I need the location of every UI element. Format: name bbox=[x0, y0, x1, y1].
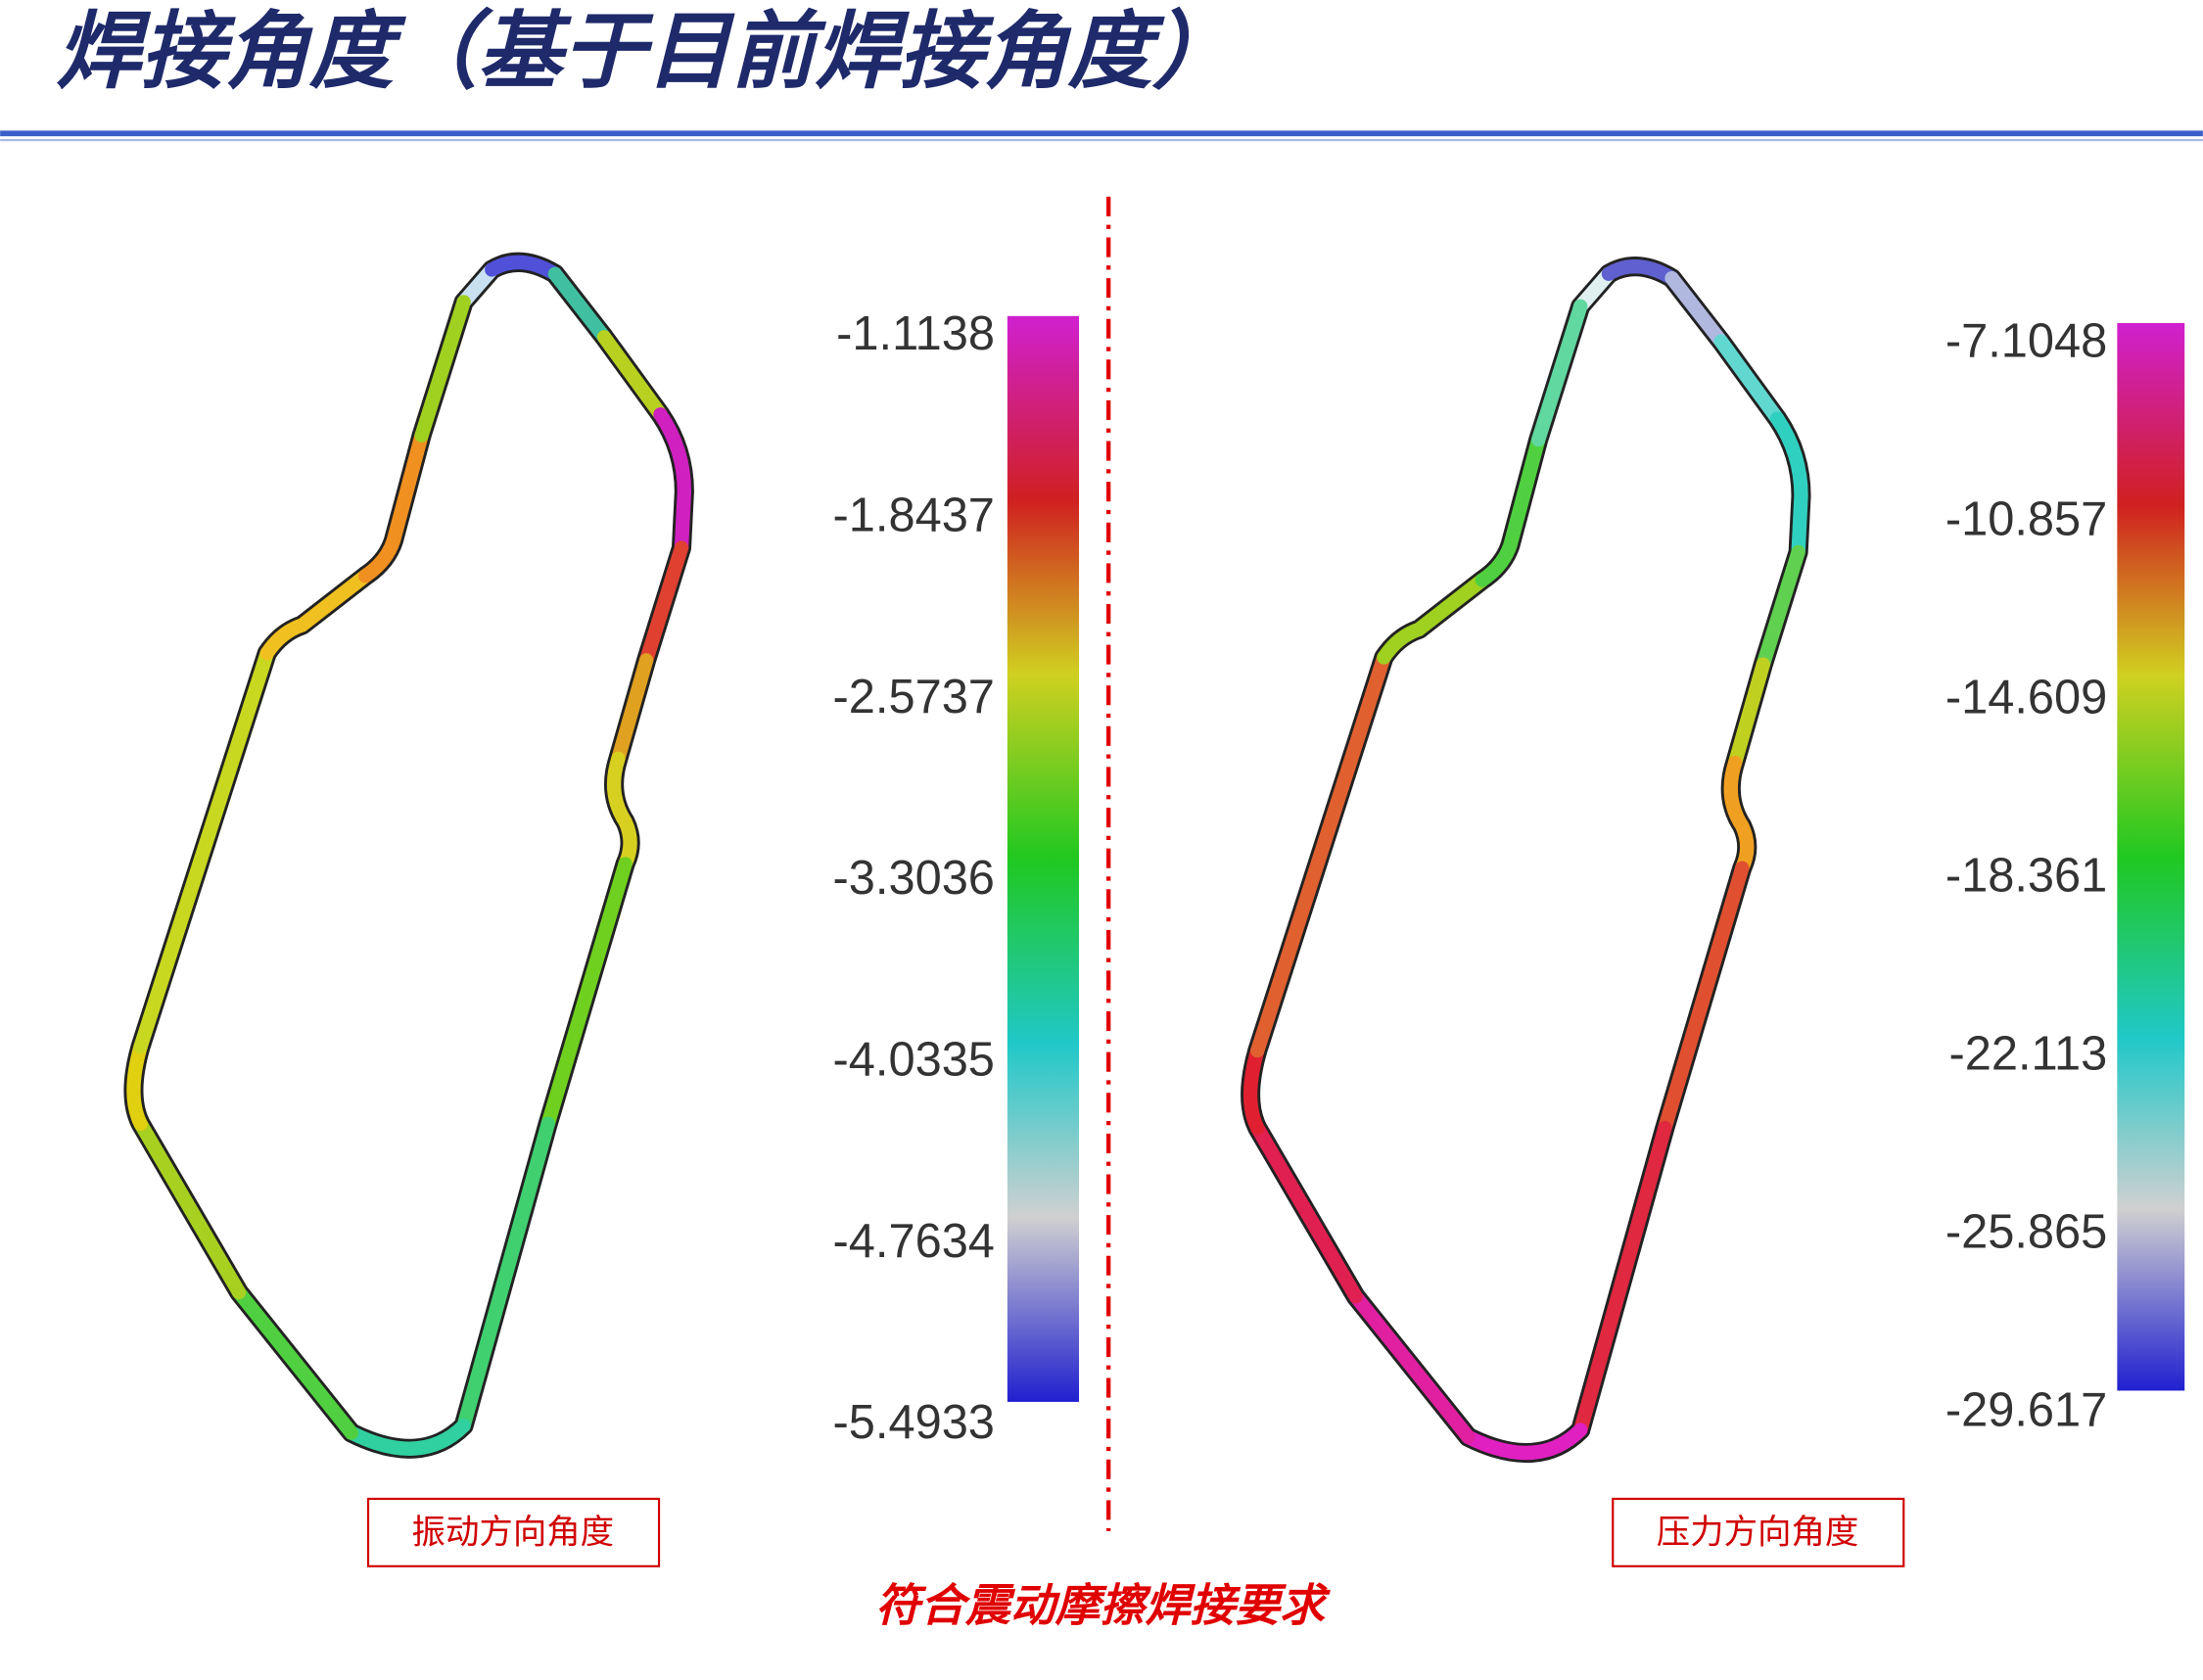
contour-segment bbox=[344, 1419, 471, 1456]
contour-outline bbox=[1241, 257, 1811, 1464]
colorbar-tick-label: -25.865 bbox=[1945, 1205, 2107, 1258]
colorbar-tick-label: -22.113 bbox=[1949, 1027, 2108, 1080]
colorbar-tick-label: -14.609 bbox=[1945, 671, 2107, 723]
contour-segment bbox=[1242, 1044, 1265, 1136]
caption-box bbox=[1612, 1497, 1905, 1567]
title-rule bbox=[0, 130, 2203, 137]
colorbar-tick-label: -1.1138 bbox=[836, 307, 995, 360]
contour-segment bbox=[1723, 755, 1755, 875]
contour-segment bbox=[414, 295, 471, 443]
colorbar-tick-label: -4.7634 bbox=[833, 1215, 995, 1268]
contour-segment bbox=[1573, 1120, 1672, 1437]
colorbar-tick-label: -10.857 bbox=[1945, 492, 2107, 545]
contour-segment bbox=[1573, 266, 1617, 313]
colorbar bbox=[1007, 315, 1080, 1402]
caption-box bbox=[366, 1497, 661, 1567]
contour-segment bbox=[456, 1116, 555, 1433]
colorbar-tick-label: -29.617 bbox=[1945, 1383, 2107, 1436]
colorbar-tick-label: -3.3036 bbox=[833, 852, 995, 905]
contour-segment bbox=[1348, 1289, 1476, 1444]
contour-segment bbox=[1664, 270, 1728, 349]
contour-segment bbox=[133, 646, 274, 1054]
contour-segment bbox=[133, 1116, 247, 1300]
contour-segment bbox=[1756, 544, 1805, 672]
contour-segment bbox=[1250, 650, 1391, 1058]
colorbar bbox=[2117, 323, 2185, 1391]
contour-segment bbox=[606, 751, 637, 871]
contour-segment bbox=[1461, 1423, 1588, 1461]
contour-segment bbox=[259, 569, 373, 661]
contour-outline bbox=[123, 252, 694, 1459]
weld-contour bbox=[1241, 257, 1811, 1464]
contour-segment bbox=[231, 1284, 358, 1440]
caption: 压力方向角度 bbox=[1657, 1513, 1859, 1552]
contour-segment bbox=[1713, 334, 1785, 426]
contour-segment bbox=[596, 330, 668, 422]
contour-segment bbox=[456, 262, 499, 309]
colorbar-tick-label: -2.5737 bbox=[833, 671, 995, 723]
contour-segment bbox=[1531, 299, 1588, 447]
colorbar-tick-label: -7.1048 bbox=[1945, 314, 2107, 367]
conclusion: 符合震动摩擦焊接要求 bbox=[875, 1578, 1331, 1631]
contour-segment bbox=[1658, 861, 1750, 1136]
contour-segment bbox=[540, 857, 633, 1131]
weld-contour bbox=[123, 252, 694, 1459]
contour-segment bbox=[611, 653, 654, 766]
contour-segment bbox=[1475, 432, 1546, 587]
contour-segment bbox=[1250, 1120, 1363, 1304]
contour-segment bbox=[485, 255, 563, 281]
contour-segment bbox=[547, 266, 612, 345]
slide-title: 焊接角度（基于目前焊接角度） bbox=[57, 2, 1237, 101]
contour-segment bbox=[358, 428, 429, 583]
caption: 振动方向角度 bbox=[412, 1513, 615, 1552]
contour-segment bbox=[653, 407, 692, 555]
contour-segment bbox=[126, 1039, 148, 1131]
contour-segment bbox=[638, 540, 689, 668]
contour-segment bbox=[1601, 258, 1679, 286]
colorbar-tick-label: -5.4933 bbox=[833, 1396, 995, 1449]
colorbar-tick-label: -1.8437 bbox=[833, 490, 995, 542]
colorbar-tick-label: -4.0335 bbox=[833, 1034, 995, 1087]
colorbar-tick-label: -18.361 bbox=[1945, 849, 2107, 902]
colorbar-ticks: -1.1138 -1.8437 -2.5737 -3.3036 -4.0335 -4.76… bbox=[833, 307, 2108, 1449]
title-rule-thin bbox=[0, 139, 2203, 142]
contour-segment bbox=[1769, 411, 1808, 560]
contour-segment bbox=[1377, 573, 1489, 665]
contour-segment bbox=[1727, 657, 1770, 770]
